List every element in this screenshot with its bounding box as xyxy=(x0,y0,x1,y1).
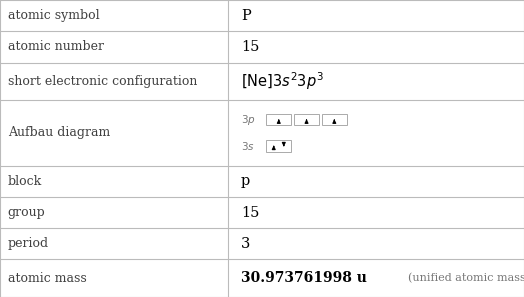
Text: block: block xyxy=(8,175,42,188)
Text: Aufbau diagram: Aufbau diagram xyxy=(8,126,110,139)
Text: group: group xyxy=(8,206,46,219)
Bar xyxy=(266,140,291,152)
Text: short electronic configuration: short electronic configuration xyxy=(8,75,197,88)
Text: 30.973761998 u: 30.973761998 u xyxy=(241,271,367,285)
Text: $\rm [Ne]3\it{s}^{\rm 2}3\it{p}^{\rm 3}$: $\rm [Ne]3\it{s}^{\rm 2}3\it{p}^{\rm 3}$ xyxy=(241,70,324,92)
Bar xyxy=(322,114,347,125)
Text: 3: 3 xyxy=(241,237,250,251)
Text: atomic number: atomic number xyxy=(8,40,104,53)
Text: 15: 15 xyxy=(241,40,259,54)
Bar xyxy=(294,114,319,125)
Text: atomic mass: atomic mass xyxy=(8,272,86,285)
Text: 15: 15 xyxy=(241,206,259,219)
Text: P: P xyxy=(241,9,251,23)
Text: $3s$: $3s$ xyxy=(241,140,255,152)
Text: (unified atomic mass units): (unified atomic mass units) xyxy=(408,273,524,283)
Text: period: period xyxy=(8,237,49,250)
Text: $3p$: $3p$ xyxy=(241,113,256,127)
Text: atomic symbol: atomic symbol xyxy=(8,9,100,22)
Text: p: p xyxy=(241,174,250,188)
Bar xyxy=(266,114,291,125)
